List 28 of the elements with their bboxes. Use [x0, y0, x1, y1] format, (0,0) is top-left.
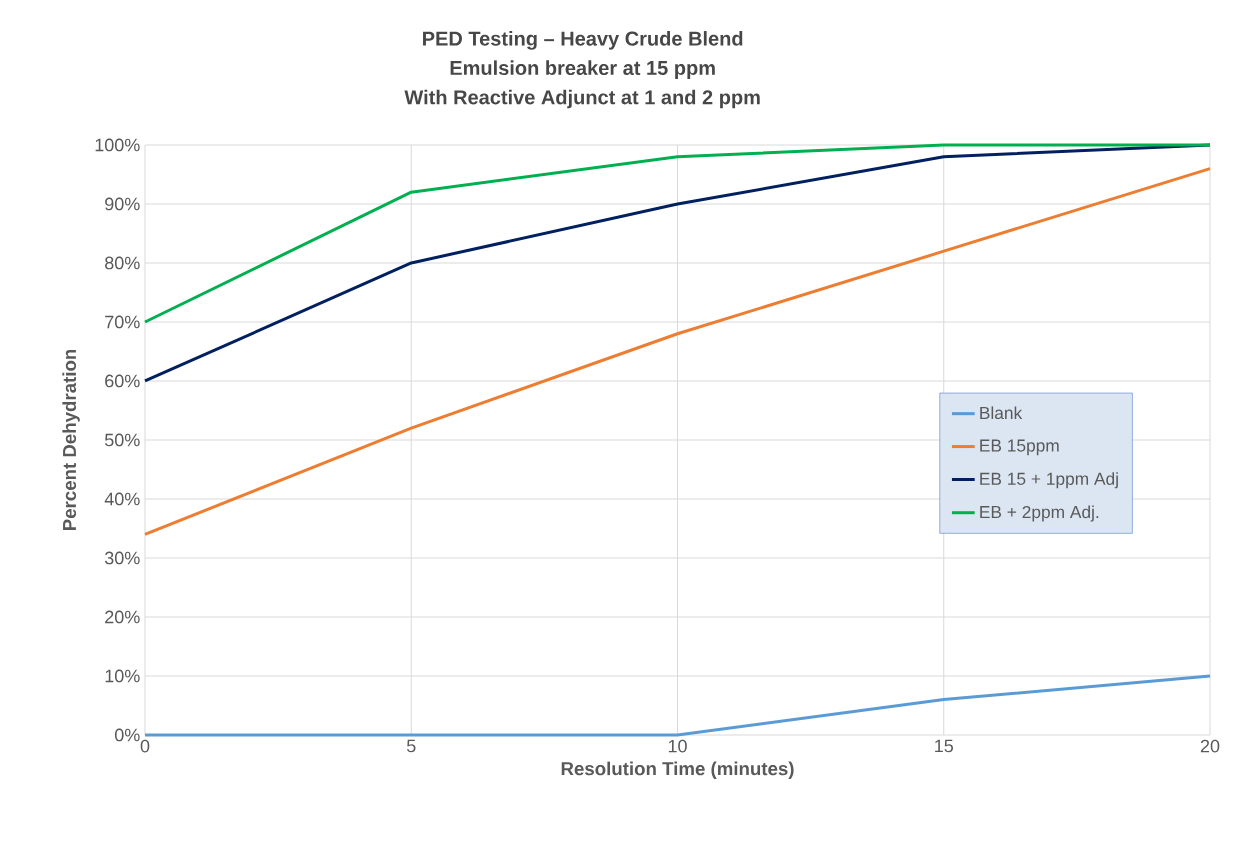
x-tick-label: 5: [406, 739, 416, 753]
y-tick-label: 40%: [104, 492, 140, 506]
chart-subtitle: Emulsion breaker at 15 ppm: [450, 60, 715, 79]
y-tick-label: 100%: [95, 138, 140, 152]
legend-label: EB 15ppm: [980, 439, 1059, 456]
y-axis-title: Percent Dehydration: [62, 349, 80, 531]
legend-label: EB + 2ppm Adj.: [980, 505, 1099, 522]
legend-label: EB 15 + 1ppm Adj: [980, 472, 1118, 489]
line-series: [143, 143, 1212, 383]
line-series: [143, 143, 1212, 324]
x-tick-label: 20: [1200, 739, 1220, 753]
y-tick-label: 0%: [114, 728, 140, 742]
y-tick-label: 30%: [104, 551, 140, 565]
legend-label: Blank: [980, 406, 1023, 420]
line-series: [143, 167, 1212, 536]
y-tick-label: 20%: [105, 610, 140, 624]
x-tick-label: 0: [140, 739, 150, 753]
x-tick-label: 10: [668, 739, 687, 753]
y-tick-label: 10%: [105, 669, 140, 683]
y-tick-label: 90%: [105, 197, 140, 211]
chart-title: PED Testing – Heavy Crude Blend: [423, 31, 743, 50]
y-tick-label: 50%: [104, 433, 140, 447]
x-axis-title: Resolution Time (minutes): [561, 761, 794, 779]
y-tick-label: 70%: [105, 315, 140, 329]
y-tick-label: 60%: [105, 374, 140, 388]
y-tick-label: 80%: [105, 256, 140, 270]
x-tick-label: 15: [935, 739, 954, 753]
text: With Reactive Adjunct at 1 and 2 ppm: [404, 89, 760, 109]
